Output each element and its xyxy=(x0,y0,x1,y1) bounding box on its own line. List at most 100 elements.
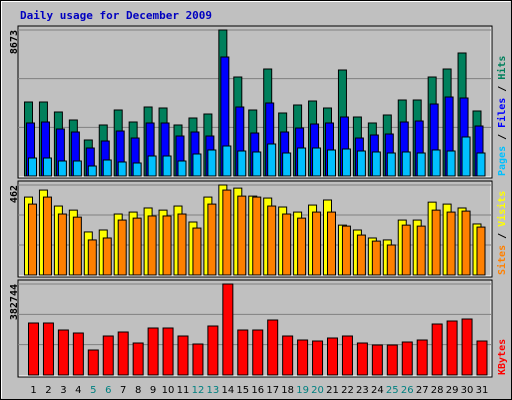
x-tick-label: 3 xyxy=(60,385,66,396)
x-tick-label: 27 xyxy=(416,385,429,396)
bar xyxy=(431,209,441,276)
bar xyxy=(386,344,398,376)
x-tick-label: 6 xyxy=(105,385,111,396)
bevel xyxy=(19,27,492,178)
y-tick-label: 462 xyxy=(9,185,20,203)
bar xyxy=(28,203,37,276)
bar xyxy=(282,335,294,376)
bar xyxy=(446,150,456,177)
bar xyxy=(341,225,351,276)
bar xyxy=(162,215,172,276)
bar xyxy=(252,329,264,376)
bar xyxy=(237,329,249,376)
bar xyxy=(327,149,336,177)
legend-separator: / xyxy=(497,227,508,245)
bar xyxy=(356,150,366,177)
bar xyxy=(177,335,189,376)
bar xyxy=(267,143,277,177)
bar xyxy=(371,240,381,276)
x-tick-label: 28 xyxy=(431,385,444,396)
bar xyxy=(57,329,69,376)
bar xyxy=(207,149,217,177)
x-tick-label: 4 xyxy=(75,385,81,396)
x-tick-label: 8 xyxy=(135,385,141,396)
bar xyxy=(431,323,443,376)
x-tick-label: 15 xyxy=(236,385,249,396)
bar xyxy=(282,152,292,177)
bar xyxy=(312,211,322,276)
bar xyxy=(282,213,292,276)
bar xyxy=(401,224,411,276)
bar xyxy=(327,337,338,376)
x-tick-label: 5 xyxy=(90,385,96,396)
bar xyxy=(42,196,52,276)
x-tick-label: 23 xyxy=(356,385,369,396)
bar xyxy=(102,237,112,276)
x-tick-label: 29 xyxy=(446,385,459,396)
x-tick-label: 13 xyxy=(207,385,220,396)
x-tick-label: 9 xyxy=(150,385,156,396)
bar xyxy=(207,325,219,376)
bar xyxy=(386,152,396,177)
bar xyxy=(132,217,142,276)
bar xyxy=(57,213,67,276)
legend-entry: Pages xyxy=(497,146,508,176)
bar xyxy=(356,234,366,276)
bar xyxy=(28,322,39,376)
legend-entry: Sites xyxy=(496,245,508,275)
x-tick-label: 17 xyxy=(266,385,279,396)
x-tick-label: 16 xyxy=(251,385,264,396)
bar xyxy=(237,195,247,276)
legend: Sites / Visits xyxy=(496,191,508,275)
bar xyxy=(192,227,202,276)
bar xyxy=(72,332,84,376)
bar xyxy=(371,151,381,177)
bar xyxy=(132,162,142,177)
bar xyxy=(222,145,232,177)
bar xyxy=(401,341,413,376)
x-tick-label: 26 xyxy=(401,385,414,396)
bar xyxy=(341,335,353,376)
bar xyxy=(87,239,97,276)
bevel xyxy=(19,182,492,277)
bar xyxy=(252,151,262,177)
x-tick-label: 2 xyxy=(45,385,51,396)
bar xyxy=(162,155,172,177)
bar xyxy=(446,211,456,276)
bar xyxy=(132,342,144,376)
bar xyxy=(222,189,232,276)
bar xyxy=(267,205,277,276)
bar xyxy=(147,215,157,276)
chart-title: Daily usage for December 2009 xyxy=(20,9,212,22)
bar xyxy=(476,226,486,276)
bar xyxy=(102,159,112,177)
x-tick-label: 30 xyxy=(461,385,474,396)
legend: Pages / Files / Hits xyxy=(496,56,508,176)
bar xyxy=(267,319,279,376)
bar xyxy=(57,160,67,177)
bar xyxy=(386,244,396,276)
bar xyxy=(147,155,157,177)
bar xyxy=(42,157,52,177)
bar xyxy=(117,331,129,376)
bar xyxy=(87,165,97,177)
legend-separator: / xyxy=(497,80,508,98)
bar xyxy=(177,160,187,177)
y-tick-label: 8673 xyxy=(9,30,20,54)
bar xyxy=(42,322,54,376)
x-tick-label: 21 xyxy=(326,385,339,396)
bar xyxy=(476,340,488,376)
bar xyxy=(312,340,324,376)
bar xyxy=(476,152,486,177)
bar xyxy=(102,335,114,376)
legend: KBytes xyxy=(497,339,508,375)
bar xyxy=(356,342,368,376)
bar xyxy=(237,150,247,177)
bar xyxy=(192,343,204,376)
bar xyxy=(147,327,159,376)
x-tick-label: 24 xyxy=(371,385,384,396)
bar xyxy=(252,196,262,276)
bar xyxy=(87,349,99,376)
